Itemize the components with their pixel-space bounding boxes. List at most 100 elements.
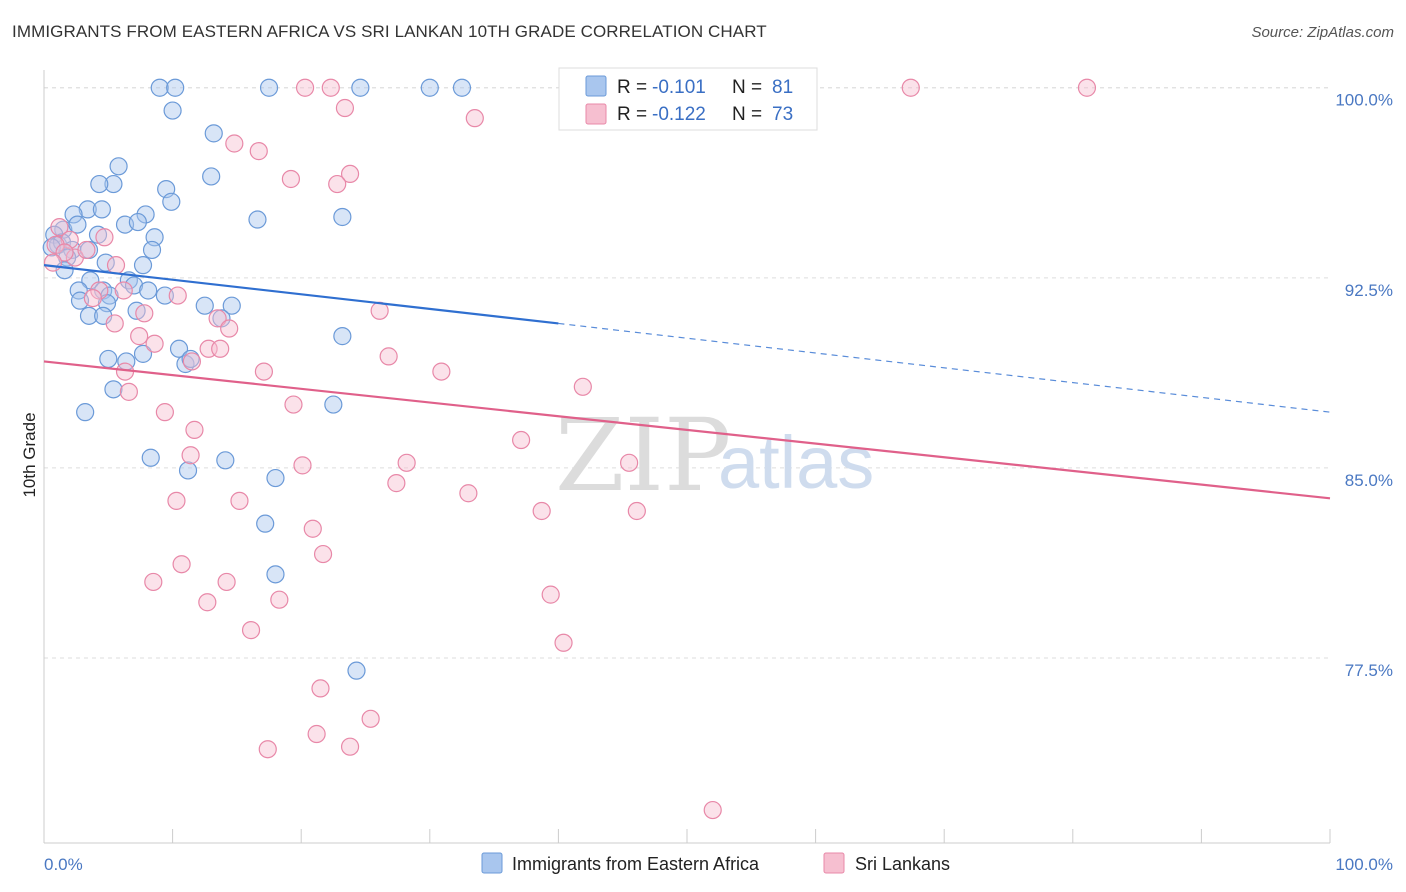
data-point <box>162 192 181 211</box>
data-point <box>195 296 214 315</box>
data-point <box>95 228 114 247</box>
data-point <box>256 514 275 533</box>
data-point <box>119 382 138 401</box>
data-point <box>328 174 347 194</box>
data-point <box>202 167 221 186</box>
data-point <box>78 200 97 219</box>
data-point <box>230 491 249 510</box>
data-point <box>248 210 267 229</box>
watermark: ZIP atlas <box>555 397 874 514</box>
data-point <box>55 243 74 262</box>
data-point <box>541 585 560 604</box>
data-point <box>258 740 277 759</box>
data-point <box>135 304 154 323</box>
data-point <box>432 362 451 381</box>
data-point <box>303 519 322 538</box>
data-point <box>167 491 186 510</box>
chart-title: IMMIGRANTS FROM EASTERN AFRICA VS SRI LA… <box>12 22 767 41</box>
data-point <box>452 78 472 97</box>
data-point <box>185 420 204 439</box>
data-point <box>128 212 147 232</box>
data-point <box>79 306 99 325</box>
x-tick-label: 0.0% <box>44 855 83 874</box>
data-point <box>217 572 236 592</box>
data-point <box>155 286 174 305</box>
data-point <box>133 344 153 363</box>
legend-n-value-1: 81 <box>772 77 793 98</box>
data-point <box>333 207 352 227</box>
data-point <box>387 474 406 493</box>
data-point <box>64 205 83 224</box>
data-point <box>340 164 360 184</box>
data-point <box>573 377 592 396</box>
top-legend: R = -0.101 N = 81 R = -0.122 N = 73 <box>558 67 818 131</box>
data-point <box>420 78 439 97</box>
bottom-legend-swatch-pink <box>823 852 845 874</box>
data-point <box>208 309 227 328</box>
data-point <box>166 78 185 97</box>
trend-line-pink <box>43 360 1331 500</box>
data-point <box>465 109 484 128</box>
data-point <box>333 327 352 346</box>
data-point <box>225 134 244 153</box>
data-point <box>512 430 531 450</box>
legend-swatch-blue <box>585 75 607 97</box>
data-point <box>220 319 239 338</box>
data-point <box>212 309 231 328</box>
data-point <box>76 403 95 422</box>
data-point <box>114 281 133 300</box>
data-point <box>104 380 123 399</box>
data-point <box>182 352 201 371</box>
data-point <box>50 218 69 237</box>
data-point <box>172 555 191 574</box>
data-point <box>281 169 301 189</box>
data-point <box>532 501 551 521</box>
data-point <box>142 240 162 260</box>
data-point <box>901 78 920 97</box>
data-point <box>620 453 639 472</box>
y-axis-label: 10th Grade <box>20 412 39 497</box>
data-point <box>361 709 380 728</box>
watermark-atlas: atlas <box>718 421 874 504</box>
data-point <box>554 633 573 652</box>
data-point <box>211 339 230 358</box>
data-point <box>324 395 343 414</box>
data-point <box>241 621 261 640</box>
data-point <box>397 453 416 472</box>
data-point <box>150 78 169 97</box>
bottom-legend-label-blue: Immigrants from Eastern Africa <box>512 854 760 874</box>
legend-r-label-1: R = <box>617 77 647 98</box>
data-point <box>459 484 478 503</box>
data-point <box>284 395 303 414</box>
series-sri-lankans <box>43 78 1097 820</box>
data-point <box>163 101 182 120</box>
data-point <box>77 240 96 260</box>
data-point <box>321 78 340 97</box>
data-point <box>105 314 124 333</box>
data-point <box>130 327 149 346</box>
y-tick-label: 100.0% <box>1335 91 1393 110</box>
data-point <box>335 98 355 118</box>
data-point <box>145 334 164 353</box>
x-tick-label: 100.0% <box>1335 855 1393 874</box>
data-point <box>92 200 111 219</box>
y-tick-label: 77.5% <box>1345 661 1393 680</box>
legend-r-value-1: -0.101 <box>652 77 706 98</box>
bottom-legend: Immigrants from Eastern Africa Sri Lanka… <box>481 852 950 874</box>
data-point <box>155 403 174 422</box>
data-point <box>90 281 109 300</box>
data-point <box>311 679 330 698</box>
data-point <box>347 661 366 680</box>
data-point <box>703 800 722 820</box>
data-point <box>222 296 241 315</box>
legend-n-label-2: N = <box>732 104 762 125</box>
axis-layer: 77.5% 85.0% 92.5% 100.0% 0.0% 100.0% <box>43 70 1393 874</box>
legend-n-value-2: 73 <box>772 104 793 125</box>
data-point <box>204 124 223 143</box>
grid-layer <box>44 87 1330 659</box>
data-point <box>81 271 100 290</box>
series-immigrants-eastern-africa <box>42 78 472 680</box>
data-point <box>139 281 158 300</box>
data-point <box>83 288 102 308</box>
data-point <box>169 339 189 358</box>
